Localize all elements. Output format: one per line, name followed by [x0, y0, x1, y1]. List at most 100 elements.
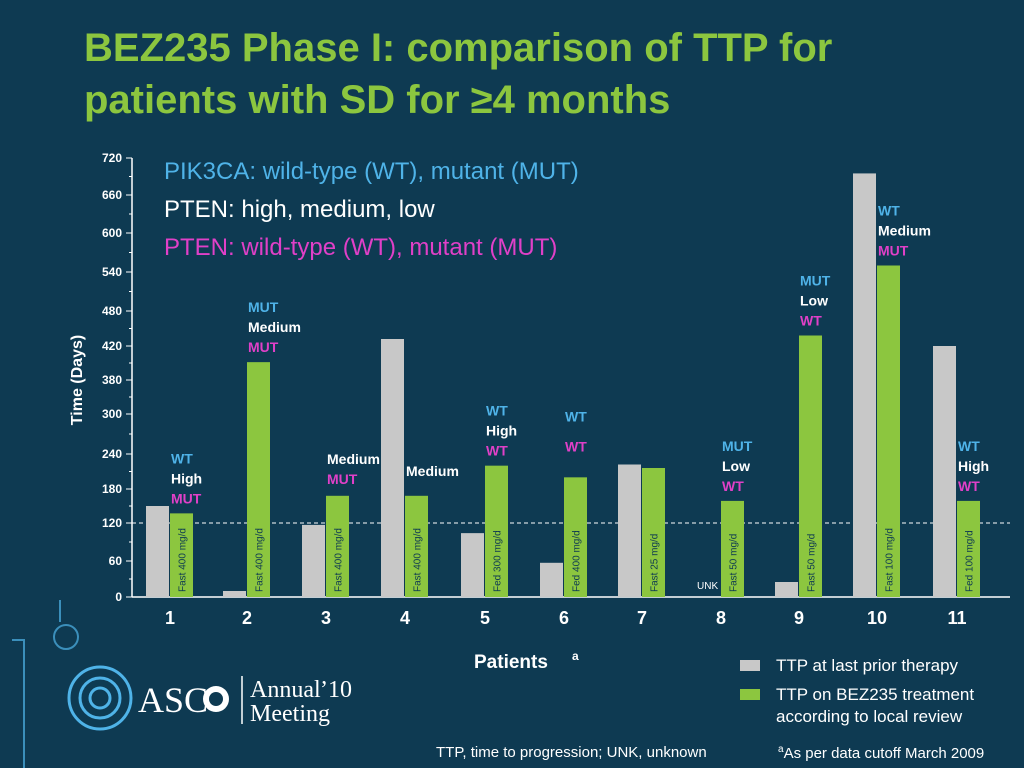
dose-label-patient-2: Fast 400 mg/d: [255, 528, 266, 592]
annotation-pik3ca-patient-10: WT: [878, 203, 900, 219]
y-tick-label: 180: [102, 482, 122, 496]
key-line-pten-level: PTEN: high, medium, low: [164, 196, 435, 223]
bar-treatment-patient-2: [247, 362, 270, 597]
decorative-circuit-lines: [12, 600, 79, 768]
dose-label-patient-3: Fast 400 mg/d: [334, 528, 345, 592]
bar-prior-patient-9: [775, 582, 798, 597]
bar-treatment-patient-7: [642, 468, 665, 597]
asco-wordmark: ASC: [138, 680, 208, 720]
annotation-pik3ca-patient-9: MUT: [800, 273, 831, 289]
bar-treatment-patient-1: [170, 513, 193, 597]
annotation-pik3ca-patient-6: WT: [565, 408, 587, 424]
x-tick-label: 4: [400, 608, 410, 628]
dose-label-patient-5: Fed 300 mg/d: [493, 530, 504, 592]
dose-label-patient-6: Fed 400 mg/d: [572, 530, 583, 592]
bar-prior-patient-11: [933, 346, 956, 597]
footer-note-text: As per data cutoff March 2009: [783, 745, 985, 762]
bar-prior-patient-2: [223, 591, 246, 597]
y-tick-label: 240: [102, 447, 122, 461]
y-tick-label: 300: [102, 407, 122, 421]
annotation-pten-status-patient-1: MUT: [171, 490, 202, 506]
annotation-pten-level-patient-4: Medium: [406, 463, 459, 479]
y-tick-label: 720: [102, 151, 122, 165]
annotation-pten-level-patient-3: Medium: [327, 451, 380, 467]
annotation-pik3ca-patient-5: WT: [486, 403, 508, 419]
y-tick-label: 0: [115, 590, 122, 604]
slide-title: BEZ235 Phase I: comparison of TTP for pa…: [84, 26, 833, 122]
x-axis-label-superscript: a: [572, 649, 579, 663]
x-tick-label: 9: [794, 608, 804, 628]
x-tick-label: 1: [165, 608, 175, 628]
x-tick-label: 7: [637, 608, 647, 628]
annotation-pik3ca-patient-1: WT: [171, 450, 193, 466]
footer-note-superscript: a: [778, 744, 784, 755]
x-tick-label: 3: [321, 608, 331, 628]
dose-label-patient-11: Fed 100 mg/d: [965, 530, 976, 592]
bar-treatment-patient-9: [799, 335, 822, 597]
legend-label-treatment: TTP on BEZ235 treatment according to loc…: [776, 684, 974, 728]
x-tick-label: 2: [242, 608, 252, 628]
x-tick-label: 11: [947, 608, 966, 628]
logo-annual-text: Annual: [250, 677, 321, 703]
key-line-pik3ca: PIK3CA: wild-type (WT), mutant (MUT): [164, 158, 579, 185]
annotation-pten-status-patient-6: WT: [565, 438, 587, 454]
annotation-pten-level-patient-11: High: [958, 458, 989, 474]
dose-label-patient-8: Fast 50 mg/d: [729, 534, 740, 592]
bar-treatment-patient-11: [957, 500, 980, 597]
dose-label-patient-1: Fast 400 mg/d: [178, 528, 189, 592]
x-tick-label: 6: [559, 608, 569, 628]
unk-label-patient-8: UNK: [697, 581, 718, 592]
dose-label-patient-4: Fast 400 mg/d: [413, 528, 424, 592]
dose-label-patient-9: Fast 50 mg/d: [807, 534, 818, 592]
annotation-pten-level-patient-8: Low: [722, 458, 750, 474]
dose-label-patient-10: Fast 100 mg/d: [885, 528, 896, 592]
annotation-pik3ca-patient-11: WT: [958, 438, 980, 454]
legend-swatch-treatment: [740, 689, 760, 700]
bar-prior-patient-10: [853, 173, 876, 597]
x-tick-label: 10: [867, 608, 887, 628]
annotation-pten-level-patient-9: Low: [800, 293, 828, 309]
y-tick-label: 120: [102, 516, 122, 530]
annotation-pten-status-patient-9: WT: [800, 313, 822, 329]
y-axis-label: Time (Days): [69, 335, 86, 425]
bar-prior-patient-7: [618, 464, 641, 597]
bar-treatment-patient-4: [405, 495, 428, 597]
asco-concentric-circles-icon: [67, 665, 133, 731]
x-axis-label: Patients: [474, 652, 548, 673]
y-tick-label: 420: [102, 339, 122, 353]
bar-treatment-patient-3: [326, 495, 349, 597]
annotation-pten-status-patient-8: WT: [722, 478, 744, 494]
annotation-pten-status-patient-2: MUT: [248, 339, 279, 355]
legend-label-treatment-line2: according to local review: [776, 707, 963, 726]
annotation-pten-status-patient-11: WT: [958, 478, 980, 494]
x-tick-label: 8: [716, 608, 726, 628]
dose-label-patient-7: Fast 25 mg/d: [650, 534, 661, 592]
y-tick-label: 660: [102, 188, 122, 202]
footer-abbreviations: TTP, time to progression; UNK, unknown: [436, 744, 707, 761]
annotation-pik3ca-patient-8: MUT: [722, 438, 753, 454]
annotation-pik3ca-patient-2: MUT: [248, 299, 279, 315]
bar-prior-patient-6: [540, 562, 563, 597]
bar-prior-patient-3: [302, 524, 325, 597]
key-line-pten-status: PTEN: wild-type (WT), mutant (MUT): [164, 234, 558, 261]
annotation-pten-level-patient-10: Medium: [878, 223, 931, 239]
footer-note: aAs per data cutoff March 2009: [778, 744, 984, 762]
annotation-pten-status-patient-5: WT: [486, 443, 508, 459]
bar-treatment-patient-6: [564, 477, 587, 597]
bar-prior-patient-1: [146, 506, 169, 597]
legend-label-treatment-line1: TTP on BEZ235 treatment: [776, 685, 975, 704]
y-tick-label: 60: [109, 554, 123, 568]
annotation-pten-status-patient-3: MUT: [327, 471, 358, 487]
annotation-pten-level-patient-1: High: [171, 470, 202, 486]
y-tick-label: 600: [102, 226, 122, 240]
annotation-pten-status-patient-10: MUT: [878, 243, 909, 259]
bar-treatment-patient-10: [877, 265, 900, 597]
annotation-pten-level-patient-5: High: [486, 423, 517, 439]
logo-meeting-text: Meeting: [250, 701, 330, 727]
bar-treatment-patient-8: [721, 500, 744, 597]
bar-treatment-patient-5: [485, 465, 508, 597]
legend-label-prior: TTP at last prior therapy: [776, 656, 959, 675]
bar-prior-patient-4: [381, 339, 404, 597]
logo-year-text: ’10: [320, 677, 352, 703]
